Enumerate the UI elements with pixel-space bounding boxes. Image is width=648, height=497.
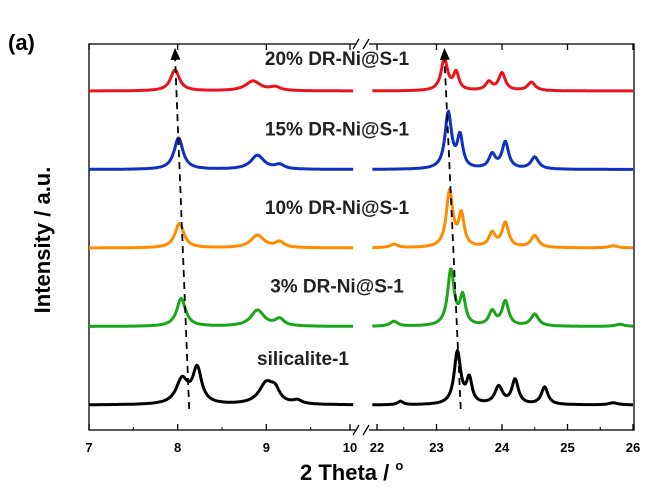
- series-silicalite-1-left: [88, 363, 354, 407]
- x-tick-label-left-9: 9: [263, 440, 270, 455]
- series-10-dr-ni-s-1-left: [88, 221, 354, 250]
- trend-line-right: [443, 55, 462, 409]
- x-axis-ticks: [88, 44, 634, 430]
- series-3-dr-ni-s-1-left: [88, 296, 354, 328]
- axis-break-mark-bottom: [352, 424, 370, 436]
- series-label: 10% DR-Ni@S-1: [265, 198, 410, 219]
- trend-arrow-right: [439, 47, 450, 61]
- x-tick-label-right-25: 25: [560, 440, 574, 455]
- series-label: silicalite-1: [257, 349, 349, 370]
- y-axis-title: Intensity / a.u.: [30, 167, 55, 314]
- plot-frame: [88, 43, 635, 431]
- axis-break-gap-top: [357, 40, 369, 48]
- axis-break-mark-top: [352, 38, 370, 50]
- axis-break-gap-bottom: [357, 426, 369, 434]
- series-label: 20% DR-Ni@S-1: [265, 49, 410, 70]
- series-10-dr-ni-s-1-right: [371, 188, 634, 250]
- series-15-dr-ni-s-1-left: [88, 136, 354, 171]
- series-15-dr-ni-s-1-right: [371, 109, 634, 171]
- x-axis-title: 2 Theta / o: [300, 458, 403, 485]
- series-label: 15% DR-Ni@S-1: [265, 120, 410, 141]
- x-tick-label-right-26: 26: [626, 440, 640, 455]
- trend-arrow-left: [170, 47, 181, 61]
- x-tick-label-right-24: 24: [495, 440, 510, 455]
- series-labels: silicalite-1 3% DR-Ni@S-1 10% DR-Ni@S-1 15%…: [257, 49, 409, 370]
- x-tick-label-right-22: 22: [370, 440, 384, 455]
- trend-lines: [170, 47, 462, 409]
- series-20-dr-ni-s-1-right: [371, 56, 634, 93]
- x-axis-tick-labels: 7 8 9 10 22 23 24 25 26: [85, 440, 640, 455]
- x-tick-label-right-23: 23: [429, 440, 443, 455]
- x-tick-label-left-8: 8: [174, 440, 181, 455]
- x-tick-label-left-7: 7: [85, 440, 92, 455]
- series-label: 3% DR-Ni@S-1: [270, 277, 404, 298]
- xrd-patterns: [88, 56, 634, 407]
- trend-line-left: [174, 55, 191, 409]
- series-3-dr-ni-s-1-right: [371, 267, 634, 328]
- series-silicalite-1-right: [371, 348, 634, 407]
- x-tick-label-left-10: 10: [343, 440, 357, 455]
- x-axis-title-degree: o: [395, 458, 403, 473]
- panel-label: (a): [8, 30, 35, 55]
- series-20-dr-ni-s-1-left: [88, 68, 354, 93]
